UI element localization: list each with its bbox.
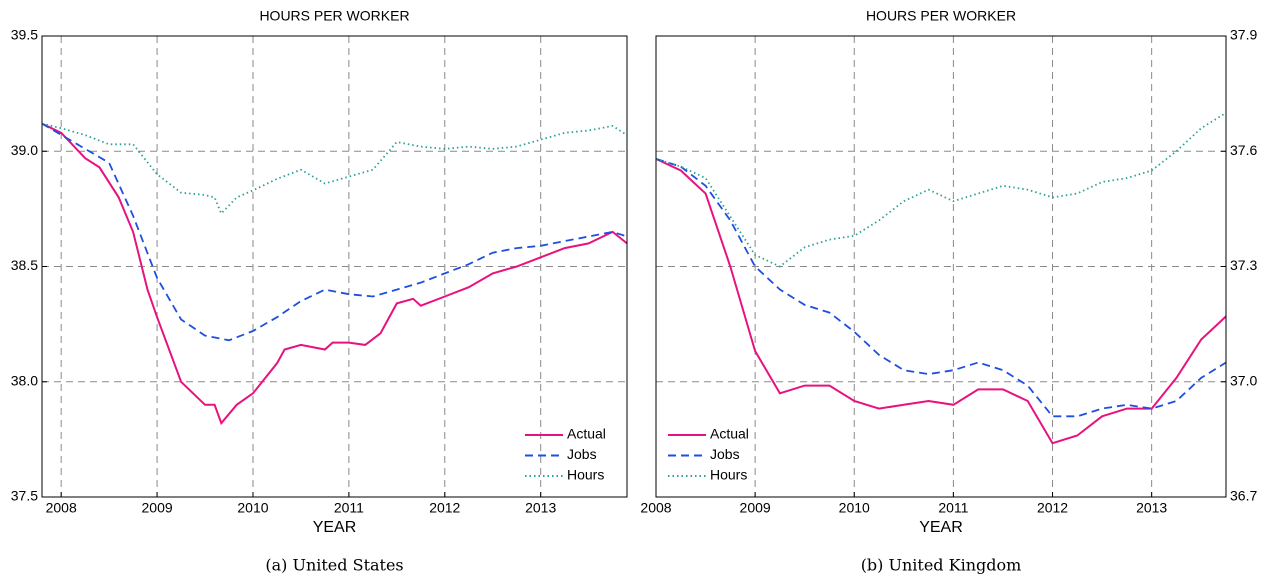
caption: (a) United States: [265, 556, 403, 575]
x-tick-label: 2010: [839, 500, 870, 516]
chart-title: HOURS PER WORKER: [866, 8, 1016, 24]
y-tick-label: 37.9: [1230, 27, 1257, 43]
x-tick-label: 2012: [429, 500, 460, 516]
y-tick-label: 39.5: [11, 27, 38, 43]
data-line: [41, 122, 628, 426]
data-line: [655, 157, 1227, 445]
x-tick-label: 2008: [640, 500, 671, 516]
x-tick-label: 2009: [142, 500, 173, 516]
y-tick-label: 37.3: [1230, 257, 1257, 273]
legend-label: Jobs: [710, 446, 740, 462]
x-tick-label: 2012: [1037, 500, 1068, 516]
x-tick-label: 2013: [525, 500, 556, 516]
legend-label: Actual: [567, 426, 606, 442]
legend-label: Actual: [710, 426, 749, 442]
x-tick-label: 2008: [46, 500, 77, 516]
data-line: [41, 122, 628, 216]
plot-frame: [41, 35, 628, 498]
x-axis-label: YEAR: [313, 519, 357, 536]
legend-label: Hours: [710, 467, 747, 483]
x-tick-label: 2010: [237, 500, 268, 516]
data-line: [655, 112, 1227, 268]
y-tick-label: 37.0: [1230, 372, 1257, 388]
y-tick-label: 38.0: [11, 372, 38, 388]
caption: (b) United Kingdom: [861, 556, 1022, 575]
data-line: [41, 122, 628, 342]
y-tick-label: 39.0: [11, 142, 38, 158]
chart-title: HOURS PER WORKER: [259, 8, 409, 24]
y-tick-label: 38.5: [11, 257, 38, 273]
y-tick-label: 36.7: [1230, 488, 1257, 504]
x-tick-label: 2011: [334, 500, 364, 516]
x-tick-label: 2011: [938, 500, 968, 516]
plot-frame: [655, 35, 1227, 498]
legend-label: Jobs: [567, 446, 597, 462]
legend-label: Hours: [567, 467, 604, 483]
y-tick-label: 37.5: [11, 488, 38, 504]
x-tick-label: 2009: [740, 500, 771, 516]
x-axis-label: YEAR: [919, 519, 963, 536]
data-line: [655, 158, 1227, 418]
y-tick-label: 37.6: [1230, 142, 1257, 158]
x-tick-label: 2013: [1136, 500, 1167, 516]
